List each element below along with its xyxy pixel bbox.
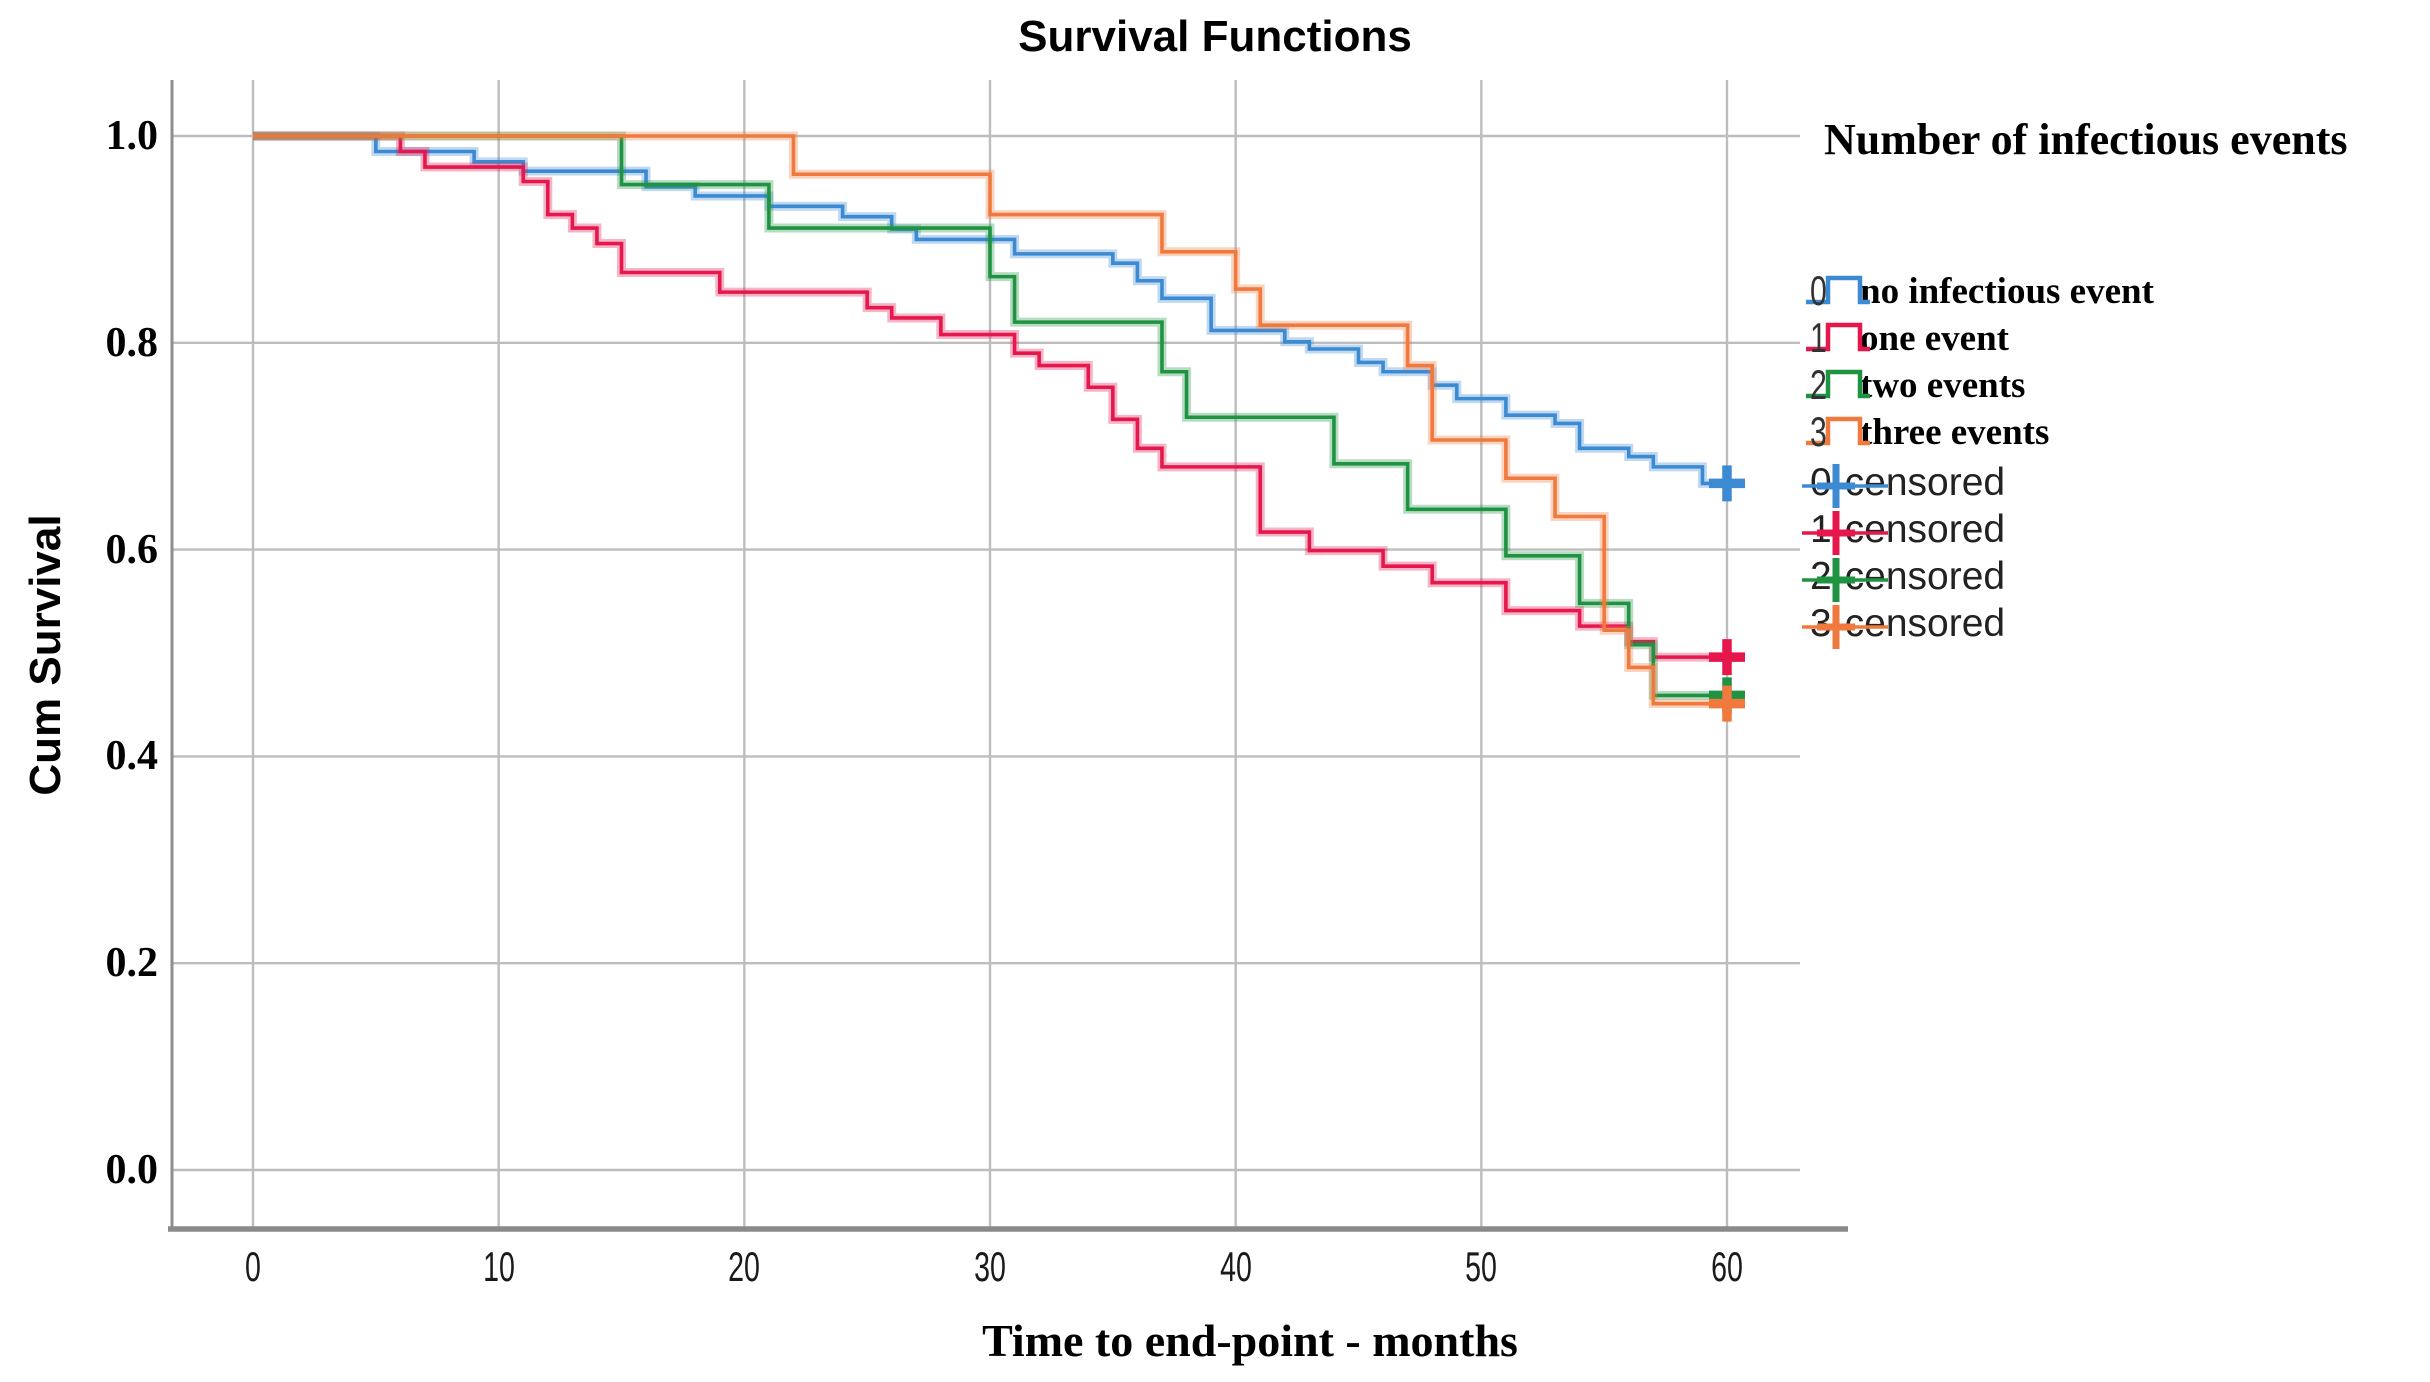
x-tick-label-40: 40 — [1219, 1243, 1252, 1290]
legend-item-number: 2 — [1810, 361, 1827, 408]
x-axis-title: Time to end-point - months — [982, 1315, 1518, 1366]
x-tick-label-20: 20 — [728, 1243, 761, 1290]
legend-item-label: one event — [1860, 317, 2009, 359]
censored-plus-swatch-icon — [1802, 511, 1888, 555]
x-tick-label-60: 60 — [1711, 1243, 1743, 1290]
legend-item-2-censored: 2-censored — [1800, 554, 2005, 602]
legend-item-label: no infectious event — [1860, 270, 2154, 312]
y-tick-label-0.6: 0.6 — [105, 526, 159, 573]
x-tick-label-10: 10 — [482, 1243, 515, 1290]
legend-item-1-censored: 1-censored — [1800, 507, 2005, 555]
censored-plus-swatch-icon — [1802, 464, 1888, 508]
legend-item-1: 1 one event — [1804, 314, 2009, 361]
y-tick-label-0.0: 0.0 — [105, 1147, 159, 1193]
legend-item-3: 3 three events — [1804, 408, 2050, 455]
survival-curve-1 — [253, 134, 1727, 659]
y-tick-label-0.2: 0.2 — [105, 940, 159, 987]
x-tick-label-30: 30 — [974, 1243, 1006, 1290]
survival-curve-0 — [253, 134, 1727, 486]
legend-item-number: 1 — [1810, 314, 1827, 361]
legend-item-3-censored: 3-censored — [1800, 601, 2005, 649]
step-line-swatch-icon — [1806, 322, 1870, 352]
legend-item-label: two events — [1860, 364, 2026, 406]
censored-plus-swatch-icon — [1802, 558, 1888, 602]
y-tick-label-1.0: 1.0 — [105, 113, 159, 159]
step-line-swatch-icon — [1806, 275, 1870, 305]
legend-item-number: 3 — [1810, 408, 1827, 455]
censored-plus-swatch-icon — [1802, 605, 1888, 649]
y-tick-label-0.4: 0.4 — [105, 733, 159, 780]
step-line-swatch-icon — [1806, 416, 1870, 446]
x-tick-label-50: 50 — [1465, 1243, 1498, 1290]
legend-item-2: 2 two events — [1804, 361, 2026, 408]
y-tick-label-0.8: 0.8 — [105, 319, 159, 366]
x-tick-label-0: 0 — [245, 1243, 261, 1290]
legend-item-label: three events — [1860, 411, 2050, 453]
legend: Number of infectious events 0 no infectio… — [1796, 96, 2430, 649]
survival-curve-3 — [253, 134, 1727, 706]
legend-item-number: 0 — [1810, 267, 1827, 314]
step-line-swatch-icon — [1806, 369, 1870, 399]
legend-title: Number of infectious events — [1824, 115, 2348, 164]
chart-title: Survival Functions — [1018, 12, 1412, 61]
legend-item-0: 0 no infectious event — [1804, 267, 2154, 314]
survival-curve-2 — [253, 134, 1727, 698]
legend-item-0-censored: 0-censored — [1800, 460, 2005, 508]
